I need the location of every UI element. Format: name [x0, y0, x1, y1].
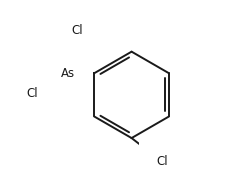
Text: Cl: Cl — [71, 24, 83, 37]
Text: Cl: Cl — [27, 87, 38, 100]
Text: As: As — [61, 67, 75, 80]
Text: Cl: Cl — [156, 155, 168, 168]
